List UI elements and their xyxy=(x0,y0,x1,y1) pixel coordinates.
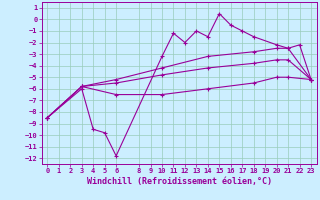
X-axis label: Windchill (Refroidissement éolien,°C): Windchill (Refroidissement éolien,°C) xyxy=(87,177,272,186)
